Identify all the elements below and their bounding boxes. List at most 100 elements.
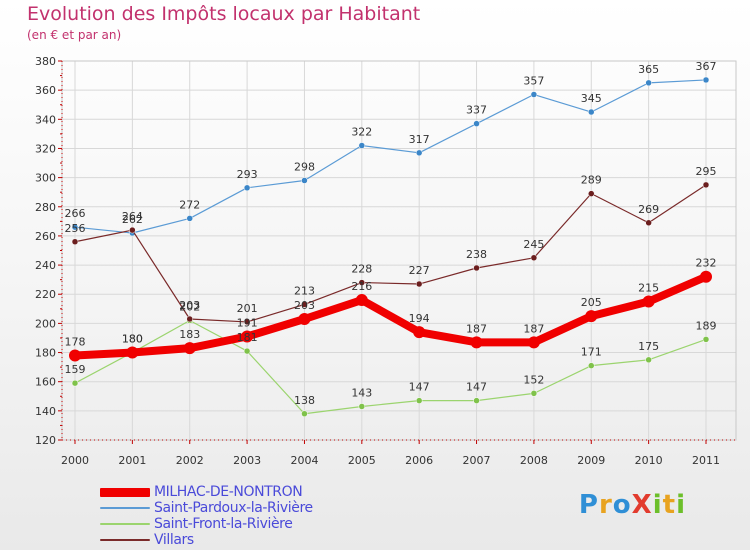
data-point-villars bbox=[243, 318, 251, 326]
y-tick-label: 320 bbox=[35, 142, 56, 155]
data-label-villars: 295 bbox=[696, 165, 717, 178]
data-label-saint-front-la-rivi-re: 147 bbox=[466, 381, 487, 394]
data-point-saint-pardoux-la-rivi-re bbox=[243, 184, 251, 192]
data-label-saint-front-la-rivi-re: 189 bbox=[696, 319, 717, 332]
data-label-milhac-de-nontron: 215 bbox=[638, 282, 659, 295]
data-label-milhac-de-nontron: 180 bbox=[122, 333, 143, 346]
data-label-saint-front-la-rivi-re: 138 bbox=[294, 394, 315, 407]
data-point-saint-front-la-rivi-re bbox=[645, 356, 652, 364]
data-point-saint-front-la-rivi-re bbox=[243, 347, 251, 355]
data-label-milhac-de-nontron: 191 bbox=[237, 317, 258, 330]
logo-letter: P bbox=[578, 490, 599, 520]
data-label-saint-front-la-rivi-re: 171 bbox=[581, 346, 602, 359]
data-label-saint-pardoux-la-rivi-re: 367 bbox=[696, 60, 717, 73]
data-label-milhac-de-nontron: 183 bbox=[179, 328, 200, 341]
data-point-milhac-de-nontron bbox=[355, 294, 368, 307]
data-point-saint-front-la-rivi-re bbox=[415, 397, 423, 404]
data-point-saint-pardoux-la-rivi-re bbox=[588, 108, 595, 116]
data-label-saint-front-la-rivi-re: 152 bbox=[523, 373, 544, 386]
logo-letter: t bbox=[662, 490, 677, 520]
x-tick-label: 2010 bbox=[635, 454, 663, 467]
x-tick-label: 2004 bbox=[290, 454, 318, 467]
data-point-saint-pardoux-la-rivi-re bbox=[645, 79, 652, 87]
y-tick-label: 240 bbox=[35, 259, 56, 272]
data-label-villars: 228 bbox=[351, 263, 372, 276]
data-point-saint-pardoux-la-rivi-re bbox=[301, 177, 308, 184]
data-label-saint-pardoux-la-rivi-re: 317 bbox=[409, 133, 430, 146]
data-point-villars bbox=[71, 238, 79, 246]
data-label-saint-front-la-rivi-re: 175 bbox=[638, 340, 659, 353]
data-label-saint-front-la-rivi-re: 159 bbox=[65, 363, 86, 376]
data-label-villars: 264 bbox=[122, 210, 143, 223]
series-line-saint-pardoux-la-rivi-re bbox=[74, 79, 707, 234]
data-point-saint-pardoux-la-rivi-re bbox=[473, 120, 480, 127]
data-label-saint-pardoux-la-rivi-re: 322 bbox=[351, 126, 372, 139]
legend-swatch bbox=[100, 539, 150, 541]
x-tick-label: 2003 bbox=[233, 454, 261, 467]
data-label-saint-pardoux-la-rivi-re: 337 bbox=[466, 104, 487, 117]
data-point-saint-pardoux-la-rivi-re bbox=[186, 215, 193, 222]
data-point-villars bbox=[301, 301, 308, 308]
x-tick-label: 2005 bbox=[348, 454, 376, 467]
logo-letter: X bbox=[631, 490, 653, 520]
data-point-milhac-de-nontron bbox=[413, 326, 426, 339]
plot-frame bbox=[61, 60, 737, 441]
data-point-saint-pardoux-la-rivi-re bbox=[71, 223, 79, 231]
data-label-milhac-de-nontron: 216 bbox=[351, 280, 372, 293]
data-point-saint-front-la-rivi-re bbox=[702, 336, 710, 343]
chart-subtitle: (en € et par an) bbox=[27, 28, 122, 42]
logo-letter: i bbox=[652, 490, 663, 520]
data-point-villars bbox=[702, 181, 710, 189]
data-label-villars: 227 bbox=[409, 264, 430, 277]
data-point-saint-front-la-rivi-re bbox=[358, 403, 366, 410]
series-line-villars bbox=[74, 184, 707, 323]
y-tick-label: 140 bbox=[35, 405, 56, 418]
data-point-milhac-de-nontron bbox=[183, 342, 196, 355]
logo-letter: i bbox=[676, 490, 686, 520]
data-point-milhac-de-nontron bbox=[700, 270, 712, 283]
data-label-saint-front-la-rivi-re: 181 bbox=[237, 331, 258, 344]
y-tick-label: 180 bbox=[35, 347, 56, 360]
data-point-saint-front-la-rivi-re bbox=[473, 397, 480, 404]
x-tick-label: 2008 bbox=[520, 454, 548, 467]
series-line-saint-front-la-rivi-re bbox=[74, 319, 707, 415]
logo-letter: r bbox=[598, 490, 613, 520]
data-point-milhac-de-nontron bbox=[642, 295, 655, 308]
data-label-milhac-de-nontron: 178 bbox=[65, 335, 86, 348]
x-axis-ticks: 2000 2001 2002 2003 2004 2005 2006 2007 2008 2009… bbox=[61, 440, 720, 467]
y-tick-label: 340 bbox=[35, 113, 56, 126]
data-point-villars bbox=[588, 190, 595, 197]
legend-swatch bbox=[100, 523, 150, 525]
data-label-villars: 203 bbox=[179, 299, 200, 312]
y-tick-label: 380 bbox=[35, 55, 56, 68]
data-point-villars bbox=[358, 279, 366, 286]
logo-letter: o bbox=[612, 490, 632, 520]
x-tick-label: 2007 bbox=[463, 454, 491, 467]
legend-swatch bbox=[100, 507, 150, 509]
data-point-villars bbox=[473, 264, 480, 272]
x-tick-label: 2002 bbox=[176, 454, 204, 467]
x-tick-label: 2011 bbox=[692, 454, 720, 467]
data-point-milhac-de-nontron bbox=[241, 330, 254, 343]
data-label-saint-pardoux-la-rivi-re: 298 bbox=[294, 161, 315, 174]
data-label-milhac-de-nontron: 187 bbox=[523, 322, 544, 335]
data-label-saint-pardoux-la-rivi-re: 293 bbox=[237, 168, 258, 181]
data-label-villars: 256 bbox=[65, 222, 86, 235]
legend-label: Saint-Pardoux-la-Rivière bbox=[154, 500, 313, 516]
data-point-villars bbox=[186, 315, 193, 323]
y-tick-label: 160 bbox=[35, 376, 56, 389]
data-label-villars: 245 bbox=[523, 238, 544, 251]
data-label-saint-front-la-rivi-re: 202 bbox=[179, 300, 200, 313]
x-tick-label: 2006 bbox=[405, 454, 433, 467]
data-label-milhac-de-nontron: 194 bbox=[409, 312, 430, 325]
x-tick-label: 2000 bbox=[61, 454, 89, 467]
data-label-milhac-de-nontron: 187 bbox=[466, 322, 487, 335]
data-label-saint-front-la-rivi-re: 143 bbox=[351, 386, 372, 399]
x-tick-label: 2009 bbox=[577, 454, 605, 467]
data-label-milhac-de-nontron: 205 bbox=[581, 296, 602, 309]
data-label-saint-pardoux-la-rivi-re: 357 bbox=[523, 75, 544, 88]
chart-title: Evolution des Impôts locaux par Habitant bbox=[27, 3, 421, 25]
x-tick-label: 2001 bbox=[118, 454, 146, 467]
legend-label: Saint-Front-la-Rivière bbox=[154, 516, 293, 532]
data-point-villars bbox=[415, 280, 423, 288]
